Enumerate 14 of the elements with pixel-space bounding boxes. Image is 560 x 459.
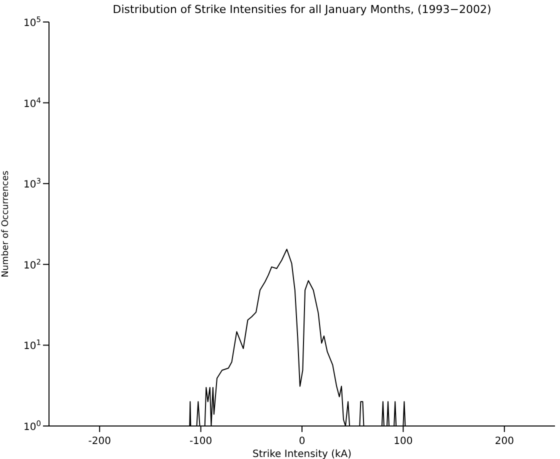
x-axis-title: Strike Intensity (kA) [252,449,352,459]
x-tick-label: 0 [298,436,306,447]
x-tick-label: -100 [189,436,212,447]
y-tick-label: 10$^{3}$ [23,176,42,191]
y-tick-label: 10$^{5}$ [23,14,42,29]
y-tick-label: 10$^{1}$ [23,338,42,352]
x-tick-label: -200 [88,436,111,447]
y-tick-label: 10$^{4}$ [23,95,42,110]
y-axis-title: Number of Occurrences [1,170,12,278]
x-tick-label: 100 [394,436,413,447]
y-tick-label: 10$^{0}$ [23,418,42,433]
y-tick-label: 10$^{2}$ [23,256,42,272]
x-tick-label: 200 [494,436,514,447]
chart-title: Distribution of Strike Intensities for all January Months, (1993−2002) [112,3,492,16]
